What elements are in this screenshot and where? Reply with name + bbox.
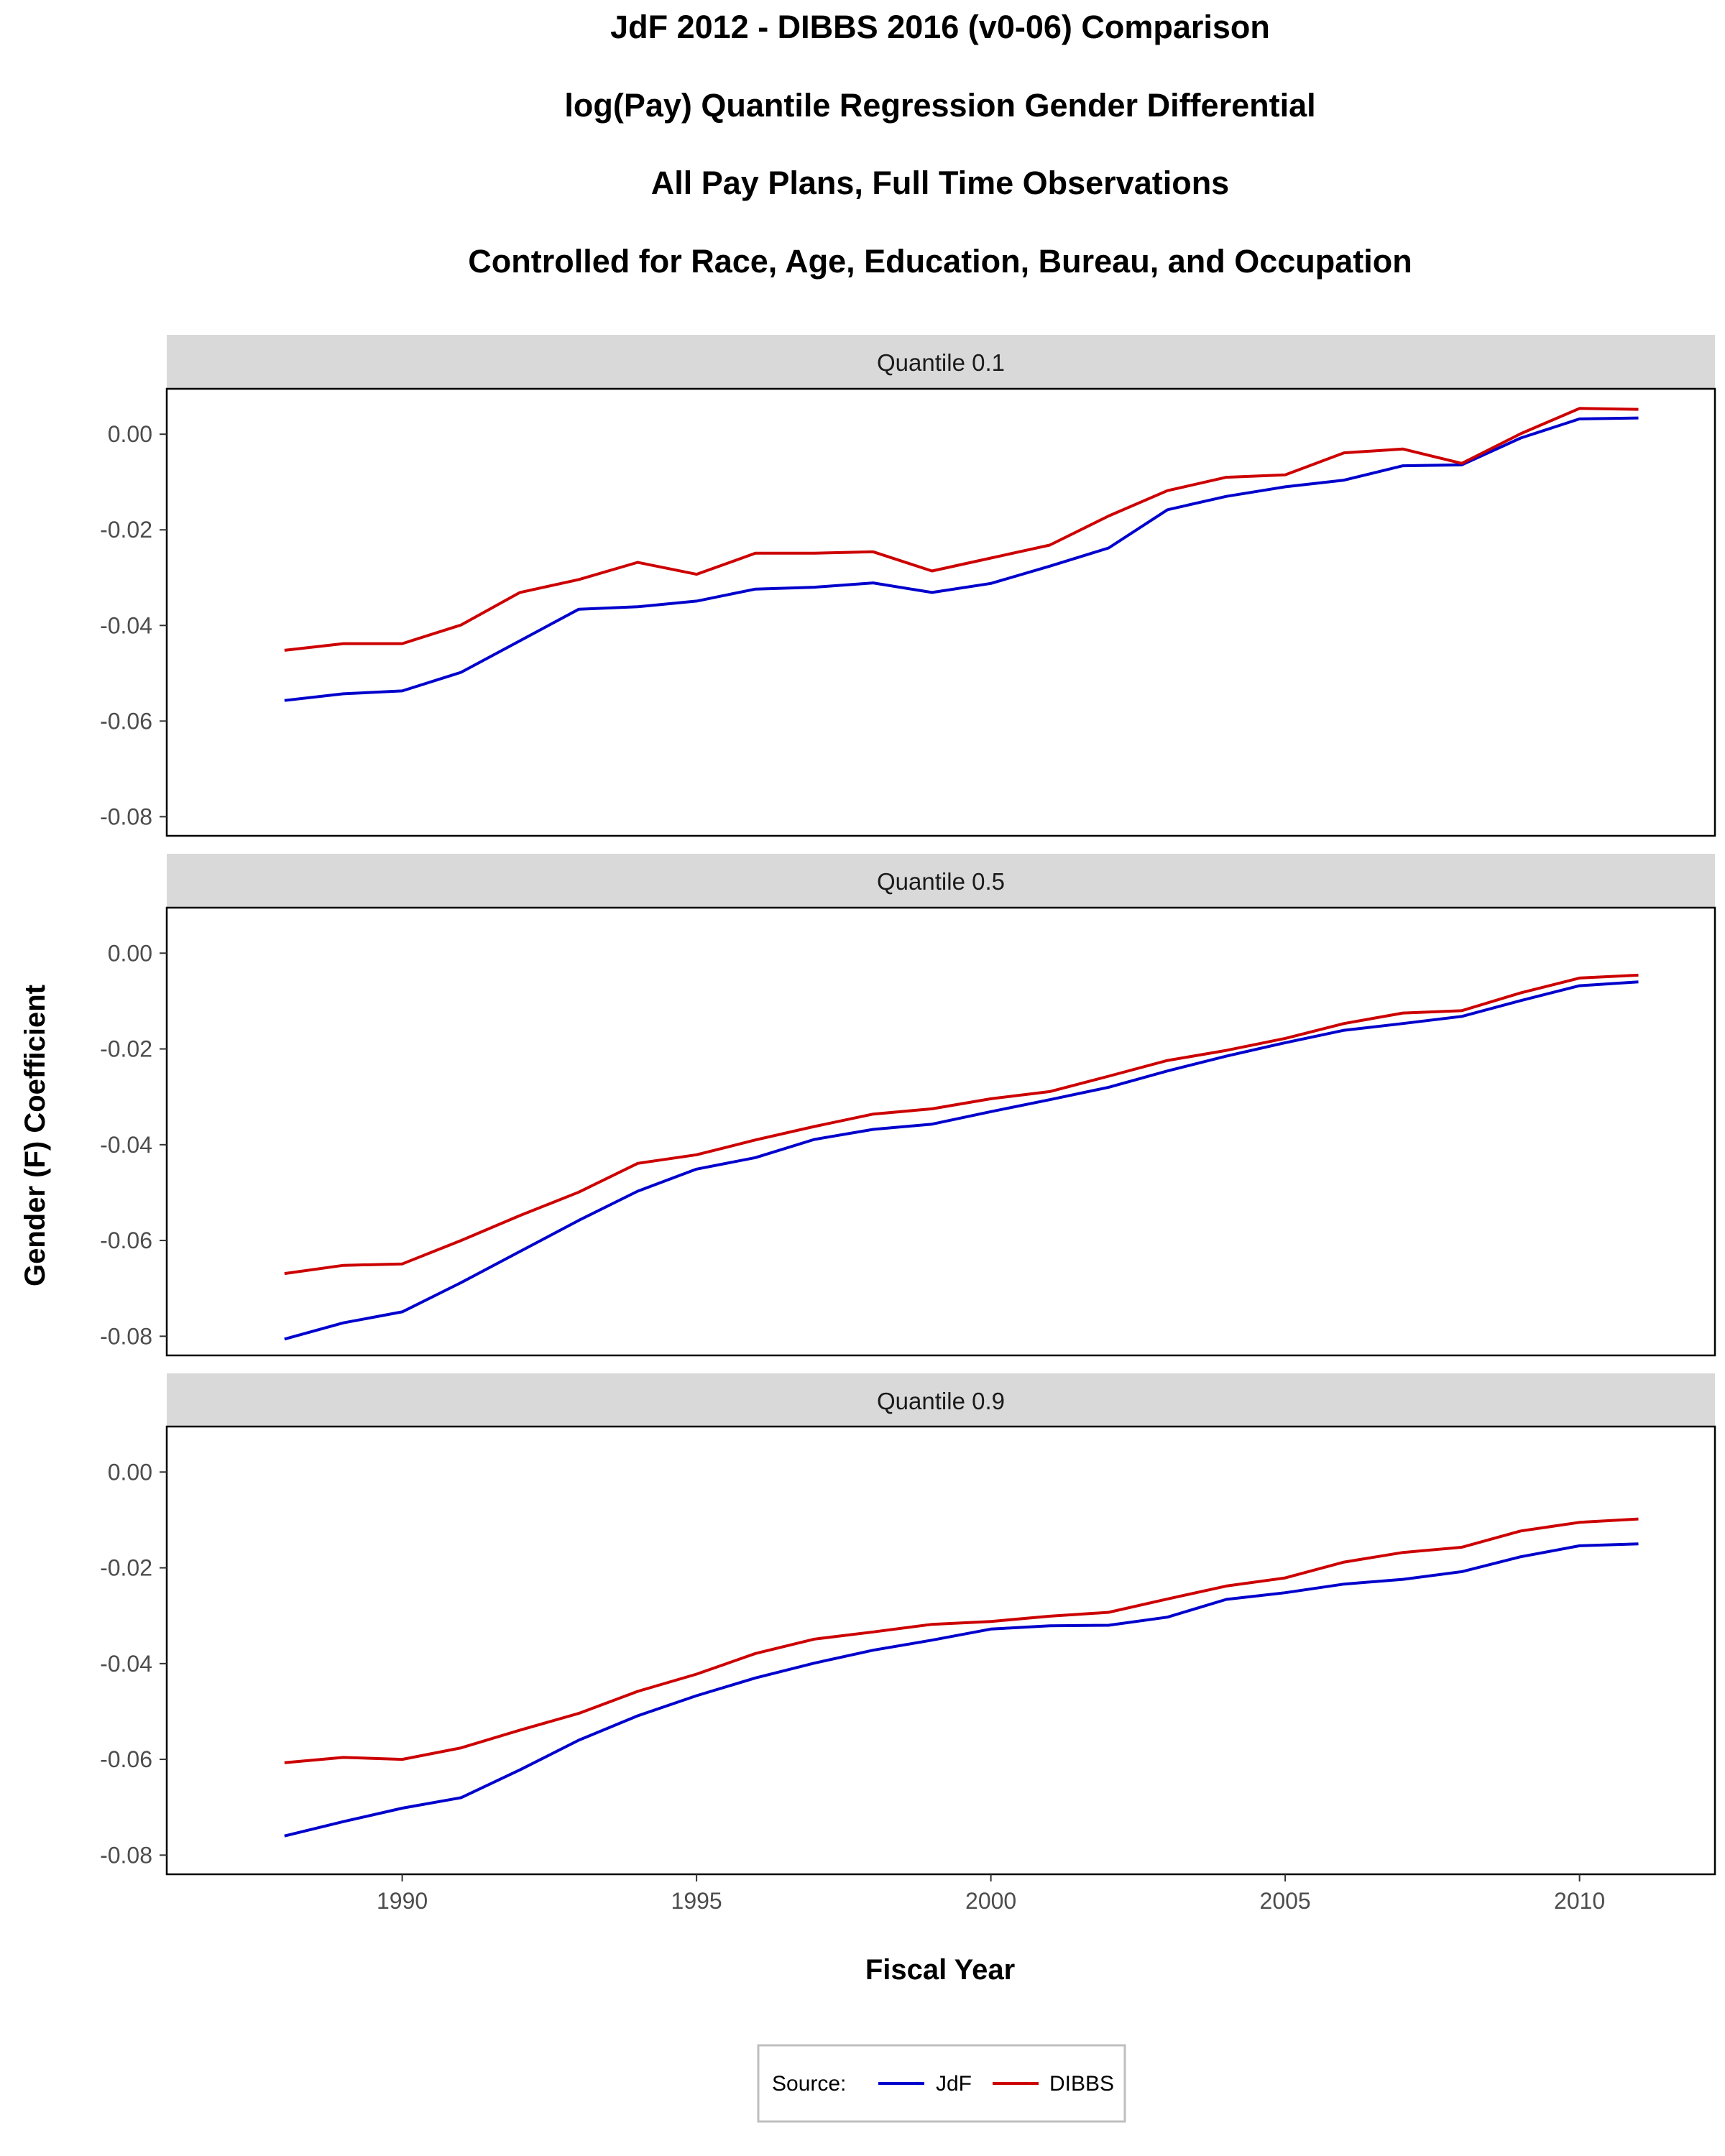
legend-label-jdf: JdF [936,2072,972,2096]
y-tick-label: -0.06 [100,1746,152,1772]
legend: Source: JdF DIBBS [757,2044,1126,2123]
facet-strip [167,854,1715,908]
y-tick-label: -0.04 [100,1651,152,1677]
x-tick-label: 2010 [1554,1888,1605,1914]
plot-panel-border [165,906,1716,1357]
facet-strip [167,1373,1715,1427]
y-tick-label: -0.04 [100,1132,152,1158]
panels-layer: Quantile 0.10.00-0.02-0.04-0.06-0.08Quan… [100,335,1716,1914]
y-tick-label: -0.02 [100,1036,152,1062]
chart-subtitle-line-1: log(Pay) Quantile Regression Gender Diff… [564,87,1316,124]
y-axis-title: Gender (F) Coefficient [19,985,51,1286]
facet-strip-label: Quantile 0.9 [877,1388,1005,1414]
facet-strip-label: Quantile 0.1 [877,349,1005,376]
chart-subtitle-line-2: All Pay Plans, Full Time Observations [650,165,1230,201]
facet-panel: Quantile 0.9 0.00 -0.02 -0.04 -0.06 -0.08 1990… [100,1373,1716,1914]
series-line-jdf [284,1542,1639,1838]
series-line-dibbs [284,973,1639,1276]
plot-panel-border [165,1425,1716,1876]
y-tick-label: -0.06 [100,708,152,734]
y-tick-label: -0.04 [100,612,152,638]
x-tick-label: 1995 [671,1888,722,1914]
x-tick-label: 1990 [377,1888,428,1914]
y-tick-label: 0.00 [108,421,152,447]
facet-panel: Quantile 0.1 0.00 -0.02 -0.04 -0.06 -0.08 [100,335,1716,837]
legend-box [757,2044,1126,2123]
y-tick-label: -0.08 [100,1842,152,1868]
y-tick-label: 0.00 [108,1459,152,1485]
facet-strip-label: Quantile 0.5 [877,868,1005,895]
series-line-jdf [284,980,1639,1341]
facet-panel: Quantile 0.5 0.00 -0.02 -0.04 -0.06 -0.08 [100,854,1716,1357]
facet-strip [167,335,1715,389]
legend-label-dibbs: DIBBS [1049,2072,1114,2096]
y-tick-label: -0.02 [100,1555,152,1581]
series-line-dibbs [284,1517,1639,1764]
x-axis-title: Fiscal Year [865,1954,1015,1986]
y-tick-label: -0.06 [100,1227,152,1253]
legend-title: Source: [772,2072,846,2096]
x-tick-label: 2000 [965,1888,1016,1914]
y-tick-label: -0.08 [100,803,152,829]
series-line-jdf [284,416,1639,702]
y-tick-label: -0.08 [100,1323,152,1349]
series-line-dibbs [284,407,1639,652]
y-tick-label: 0.00 [108,940,152,966]
x-tick-label: 2005 [1260,1888,1311,1914]
chart-title: JdF 2012 - DIBBS 2016 (v0-06) Comparison [610,9,1270,45]
y-tick-label: -0.02 [100,517,152,543]
chart-subtitle-line-3: Controlled for Race, Age, Education, Bur… [468,243,1412,280]
